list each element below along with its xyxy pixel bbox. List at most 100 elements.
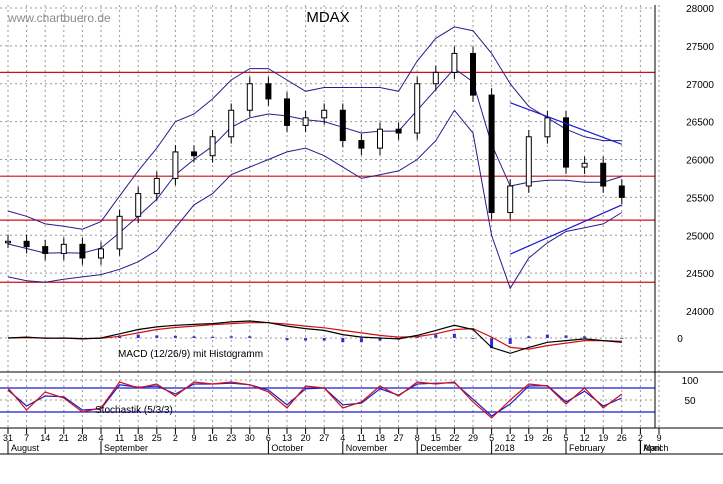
stochastic-label: Stochastik (5/3/3)	[95, 405, 173, 416]
candle-body	[42, 246, 49, 254]
x-tick-label: 22	[449, 433, 459, 443]
candle-body	[209, 136, 216, 157]
macd-signal-line	[7, 322, 622, 350]
x-tick-label: 2	[173, 433, 178, 443]
x-tick-label: 12	[505, 433, 515, 443]
month-label: 2018	[495, 443, 515, 453]
x-tick-label: 11	[357, 433, 366, 443]
candle-body	[618, 185, 625, 198]
price-tick-label: 28000	[686, 4, 714, 15]
candle-body	[321, 109, 328, 119]
macd-panel	[0, 320, 655, 354]
x-tick-label: 5	[563, 433, 568, 443]
trend-lines	[509, 102, 623, 255]
macd-label: MACD (12/26/9) mit Histogramm	[118, 349, 263, 360]
x-tick-label: 16	[208, 433, 218, 443]
x-tick-label: 2	[638, 433, 643, 443]
x-tick-label: 18	[375, 433, 385, 443]
price-tick-label: 27000	[686, 80, 714, 91]
bollinger-mid-line	[7, 67, 622, 254]
macd-zero-tick: 0	[677, 334, 683, 345]
candle-body	[451, 52, 458, 73]
x-tick-label: 18	[133, 433, 143, 443]
candle-body	[470, 52, 476, 96]
candle-body	[98, 248, 104, 259]
stochastic-tick-label: 50	[684, 396, 696, 407]
candle-body	[395, 128, 402, 134]
support-lines	[0, 71, 655, 283]
x-tick-label: 31	[3, 433, 13, 443]
x-tick-label: 28	[77, 433, 87, 443]
x-tick-label: 7	[24, 433, 29, 443]
x-tick-label: 26	[542, 433, 552, 443]
x-tick-label: 26	[617, 433, 627, 443]
macd-line	[7, 320, 622, 354]
candle-body	[358, 140, 365, 149]
candle-body	[284, 98, 290, 126]
x-tick-label: 9	[656, 433, 661, 443]
x-tick-label: 30	[245, 433, 255, 443]
x-tick-label: 20	[301, 433, 311, 443]
candles	[5, 46, 625, 265]
month-label: December	[420, 443, 462, 453]
axis-labels: 2400024500250002550026000265002700027500…	[3, 4, 714, 454]
candle-body	[414, 83, 421, 134]
price-tick-label: 25000	[686, 231, 714, 242]
month-label: October	[271, 443, 303, 453]
candle-body	[172, 151, 179, 179]
candle-body	[544, 117, 551, 138]
x-tick-label: 19	[598, 433, 608, 443]
price-tick-label: 27500	[686, 42, 714, 53]
watermark: www.chartbuero.de	[7, 11, 111, 25]
stochastic-tick-label: 100	[682, 376, 699, 387]
candle-body	[246, 83, 253, 111]
stochastic-k-line	[7, 381, 623, 419]
price-tick-label: 24000	[686, 307, 714, 318]
month-label: April	[643, 443, 661, 453]
price-tick-label: 26000	[686, 156, 714, 167]
price-tick-label: 24500	[686, 269, 714, 280]
x-tick-label: 5	[489, 433, 494, 443]
candle-body	[377, 128, 383, 149]
x-tick-label: 15	[431, 433, 441, 443]
month-label: November	[346, 443, 388, 453]
x-tick-label: 25	[152, 433, 162, 443]
candle-body	[432, 71, 439, 85]
candle-body	[525, 136, 532, 187]
grid-layer	[0, 5, 660, 428]
x-tick-label: 9	[191, 433, 196, 443]
month-label: March	[643, 443, 668, 453]
x-tick-label: 8	[415, 433, 420, 443]
trend-line	[509, 102, 623, 145]
price-tick-label: 26500	[686, 118, 714, 129]
candle-body	[60, 243, 67, 254]
x-tick-label: 11	[115, 433, 124, 443]
month-label: September	[104, 443, 148, 453]
x-tick-label: 23	[226, 433, 236, 443]
x-tick-label: 21	[59, 433, 69, 443]
bollinger-bands	[7, 26, 623, 290]
stochastic-panel	[0, 381, 655, 419]
x-tick-label: 27	[319, 433, 329, 443]
x-tick-label: 14	[40, 433, 50, 443]
candle-body	[191, 151, 197, 157]
price-tick-label: 25500	[686, 193, 714, 204]
candle-body	[5, 240, 11, 244]
stochastic-d-line	[7, 382, 623, 417]
candle-body	[228, 109, 235, 138]
x-tick-label: 27	[394, 433, 404, 443]
candle-body	[563, 117, 569, 168]
bollinger-upper-line	[7, 26, 622, 230]
x-tick-label: 29	[468, 433, 478, 443]
candle-body	[581, 162, 588, 168]
candle-body	[507, 185, 514, 214]
x-tick-label: 4	[340, 433, 345, 443]
bollinger-lower-line	[7, 109, 623, 290]
x-tick-label: 13	[282, 433, 292, 443]
month-label: February	[569, 443, 606, 453]
x-tick-label: 19	[524, 433, 534, 443]
x-tick-label: 4	[98, 433, 103, 443]
month-label: August	[11, 443, 40, 453]
